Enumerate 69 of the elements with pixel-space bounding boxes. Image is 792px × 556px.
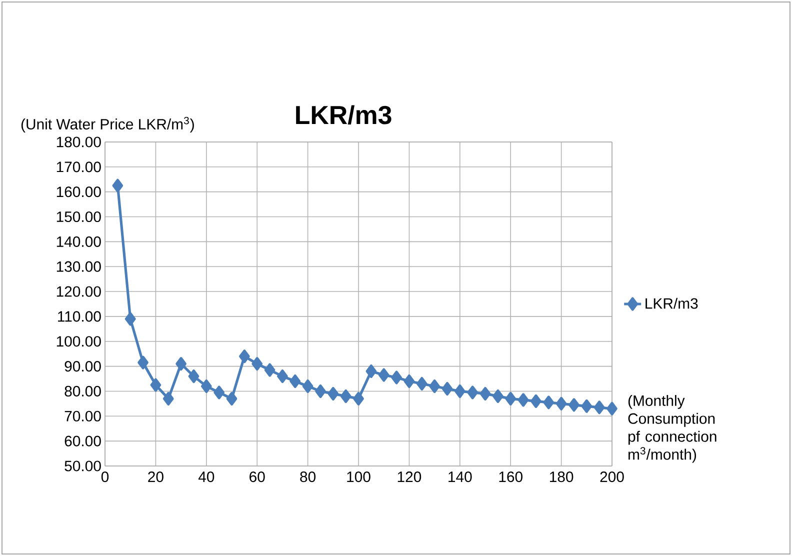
x-tick-label: 200 [600,472,624,482]
x-axis-title: (Monthly Consumption pf connection m$^{3}$/month) [628,394,716,463]
point [239,350,250,364]
point [290,374,301,388]
point [556,396,567,410]
point [226,392,238,406]
x-tick-label: 60 [250,472,265,482]
x-tick-label: 140 [448,472,472,482]
x-tick-label: 160 [499,472,522,482]
y-tick-label: 80.00 [64,386,101,396]
point [568,398,580,412]
point [442,382,453,396]
point [277,369,288,384]
point [467,386,478,400]
x-tick-label: 180 [550,472,574,482]
point [505,392,516,406]
point [543,396,554,410]
x-tick-label: 120 [398,472,422,482]
y-tick-label: 50.00 [64,460,101,472]
x-tick-label: 80 [300,472,316,482]
y-tick-label: 130.00 [56,261,101,272]
point [530,394,542,408]
point [340,389,352,403]
point [176,357,186,371]
point [315,384,326,398]
y-axis-title: (Unit Water Price LKR/m$^{3}$) [21,116,194,132]
point [188,369,200,384]
point [214,386,224,400]
point [606,402,618,416]
point [138,356,148,370]
point [252,357,263,371]
legend-label: LKR/m3 [646,298,698,309]
point [492,389,504,403]
point [264,363,276,377]
point [594,400,605,414]
point [404,374,415,388]
x-tick-label: 20 [148,472,164,482]
point [124,312,136,326]
point [162,392,174,406]
y-tick-label: 110.00 [58,311,101,322]
y-tick-label: 140.00 [56,236,101,247]
y-tick-label: 60.00 [64,436,101,446]
y-tick-label: 180.00 [56,136,101,148]
point [366,364,377,378]
y-tick-label: 160.00 [56,186,101,198]
x-tick-label: 100 [347,472,370,482]
point [391,370,402,384]
point [201,379,212,394]
y-tick-label: 70.00 [64,410,101,422]
x-tick-label: 40 [198,472,214,482]
point [150,378,162,392]
y-tick-label: 150.00 [56,211,101,222]
point [112,178,124,192]
point [302,379,314,394]
point [378,368,390,382]
point [416,376,428,391]
y-tick-label: 120.00 [56,286,101,297]
point [454,384,466,398]
y-tick-label: 170.00 [56,162,101,172]
point [518,393,529,407]
y-tick-label: 90.00 [64,361,101,372]
point [480,386,491,400]
point [429,379,440,394]
x-tick-label: 0 [101,472,109,482]
point [353,392,364,406]
point [581,399,592,413]
point [328,386,339,400]
y-tick-label: 100.00 [56,336,101,347]
chart-title: LKR/m3 [296,105,392,124]
